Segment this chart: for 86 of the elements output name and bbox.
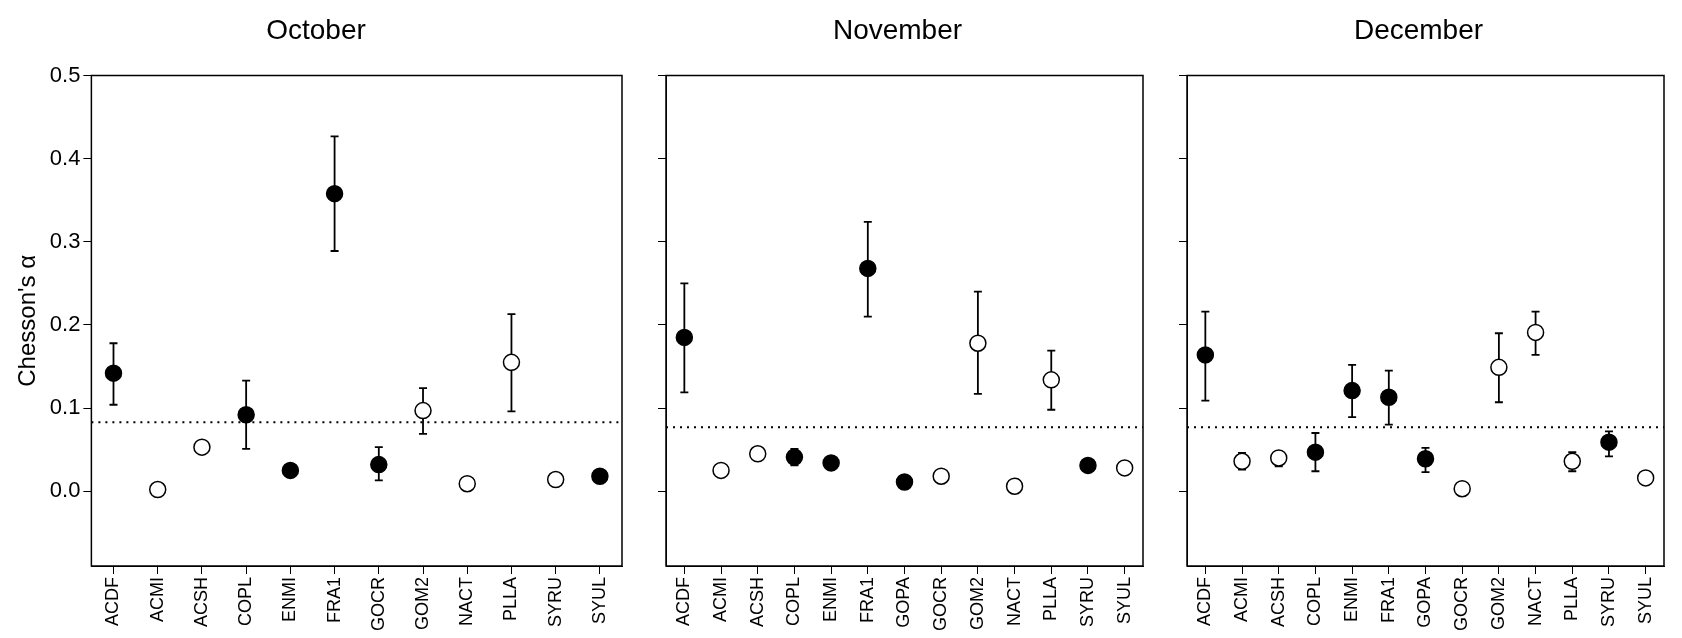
point: [104, 364, 123, 382]
x-tick-label: FRA1: [1377, 577, 1398, 624]
x-tick-label: FRA1: [856, 577, 877, 624]
point: [932, 467, 950, 485]
x-tick-label: GOPA: [893, 577, 914, 628]
y-tick-label: 0.2: [49, 311, 81, 337]
x-tick-label: GOM2: [966, 577, 987, 631]
x-tick-label: PLLA: [500, 577, 521, 622]
point: [895, 473, 914, 491]
point: [1005, 477, 1024, 495]
x-tick-label: ACDF: [1194, 577, 1215, 626]
x-tick-label: GOM2: [1487, 577, 1508, 631]
chart-title: October: [266, 13, 366, 45]
point: [1306, 443, 1325, 461]
point: [822, 454, 840, 472]
point: [1490, 358, 1508, 377]
point: [712, 461, 730, 480]
y-tick-label: 0.4: [49, 144, 81, 170]
x-tick-label: ENMI: [820, 577, 841, 622]
point: [748, 445, 767, 463]
x-tick-label: ACSH: [1267, 577, 1288, 628]
point: [546, 470, 565, 489]
x-tick-label: NACT: [1003, 577, 1024, 626]
point: [785, 448, 804, 466]
y-tick-label: 0.5: [49, 61, 81, 87]
x-tick-label: GOM2: [411, 577, 432, 631]
x-tick-label: ACSH: [746, 577, 767, 628]
x-tick-label: SYUL: [1113, 577, 1134, 625]
point: [1636, 469, 1655, 487]
x-tick-label: NACT: [1524, 577, 1545, 626]
x-tick-label: GOCR: [930, 577, 951, 631]
point: [325, 184, 344, 203]
point: [1380, 388, 1398, 407]
x-tick-label: FRA1: [323, 577, 344, 624]
point: [1115, 459, 1134, 477]
x-tick-label: PLLA: [1040, 577, 1061, 622]
point: [502, 353, 521, 372]
x-tick-label: COPL: [235, 577, 256, 627]
x-tick-label: ENMI: [279, 577, 300, 622]
point: [1233, 452, 1251, 471]
point: [148, 480, 167, 499]
point: [1269, 449, 1288, 467]
x-tick-label: SYUL: [588, 577, 609, 625]
x-tick-label: COPL: [1304, 577, 1325, 627]
point: [1416, 450, 1435, 468]
x-tick-label: ACSH: [190, 577, 211, 628]
x-tick-label: ACDF: [102, 577, 123, 626]
x-tick-label: ACMI: [710, 577, 731, 622]
y-tick-label: 0.1: [49, 394, 81, 420]
x-tick-label: SYRU: [1597, 577, 1618, 628]
x-tick-label: ACMI: [1231, 577, 1252, 622]
point: [1343, 381, 1361, 400]
x-tick-label: NACT: [456, 577, 477, 626]
point: [1196, 346, 1215, 364]
point: [1563, 452, 1582, 471]
point: [370, 455, 388, 474]
point: [281, 461, 300, 480]
x-tick-label: SYUL: [1634, 577, 1655, 625]
point: [414, 401, 432, 420]
x-tick-label: ENMI: [1341, 577, 1362, 622]
y-axis-title: Chesson's α: [13, 254, 41, 387]
x-tick-label: ACMI: [146, 577, 167, 622]
point: [1526, 323, 1545, 342]
x-tick-label: COPL: [783, 577, 804, 627]
x-tick-label: SYRU: [544, 577, 565, 628]
x-tick-label: PLLA: [1561, 577, 1582, 622]
point: [1079, 456, 1097, 475]
point: [193, 438, 211, 456]
point: [859, 259, 877, 278]
point: [1042, 371, 1061, 389]
point: [675, 328, 694, 347]
chart-title: November: [832, 13, 963, 45]
point: [458, 474, 476, 493]
x-tick-label: SYRU: [1076, 577, 1097, 628]
x-tick-label: GOCR: [1451, 577, 1472, 631]
y-tick-label: 0.0: [49, 477, 81, 503]
point: [591, 467, 609, 485]
x-tick-label: GOPA: [1414, 577, 1435, 628]
point: [1453, 479, 1471, 498]
point: [969, 334, 987, 352]
x-tick-label: GOCR: [367, 577, 388, 631]
chart-title: December: [1353, 13, 1484, 45]
x-tick-label: ACDF: [673, 577, 694, 626]
y-tick-label: 0.3: [49, 227, 81, 253]
point: [1600, 433, 1618, 451]
point: [237, 405, 255, 424]
